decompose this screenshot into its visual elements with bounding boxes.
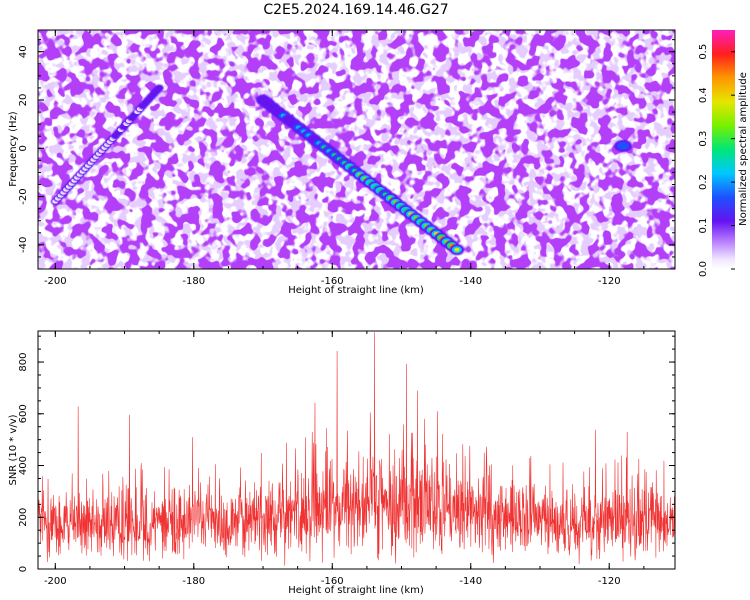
colorbar-ticks: 0.0 0.1 0.2 0.3 0.4 0.5	[698, 44, 735, 277]
x-tick-label: -120	[598, 576, 621, 587]
snr-y-ticks: 0 200 400 600 800	[18, 335, 675, 572]
snr-x-label: Height of straight line (km)	[288, 585, 424, 596]
x-tick-label: -120	[598, 276, 621, 287]
colorbar-tick-label: 0.4	[698, 87, 709, 103]
colorbar-tick-label: 0.0	[698, 261, 709, 277]
x-tick-label: -180	[182, 576, 205, 587]
heatmap-feature-core	[454, 247, 460, 252]
colorbar-tick-label: 0.2	[698, 174, 709, 190]
colorbar-gradient	[712, 30, 735, 269]
heatmap-x-ticks: -200 -180 -160 -140 -120	[44, 30, 645, 287]
heatmap-y-label: Frequency (Hz)	[8, 111, 19, 187]
y-tick-label: 40	[18, 45, 29, 58]
y-tick-label: 0	[18, 566, 29, 572]
y-tick-label: 200	[18, 508, 29, 527]
y-tick-label: 600	[18, 404, 29, 423]
heatmap-panel: -200 -180 -160 -140 -120 40 20 0 -20 -40 Height …	[8, 29, 676, 296]
heatmap-x-label: Height of straight line (km)	[288, 285, 424, 296]
colorbar-label: Normalized spectral amplitude	[738, 72, 749, 226]
y-tick-label: -20	[18, 188, 29, 204]
snr-x-ticks: -200 -180 -160 -140 -120	[44, 331, 645, 587]
heatmap-feature-body	[156, 85, 163, 91]
x-tick-label: -200	[44, 276, 67, 287]
heatmap-noise	[38, 30, 675, 269]
colorbar-tick-label: 0.1	[698, 218, 709, 234]
x-tick-label: -140	[459, 576, 482, 587]
y-tick-label: -40	[18, 237, 29, 253]
y-tick-label: 800	[18, 352, 29, 371]
heatmap-features	[50, 84, 633, 256]
x-tick-label: -200	[44, 576, 67, 587]
snr-series-line	[38, 332, 675, 566]
colorbar: 0.0 0.1 0.2 0.3 0.4 0.5 Normalized spectral a…	[698, 30, 749, 277]
y-tick-label: 0	[18, 145, 29, 151]
heatmap-spot-core	[617, 141, 630, 150]
snr-panel: -200 -180 -160 -140 -120 0 200 400 600 800 Heigh…	[8, 330, 676, 596]
x-tick-label: -160	[321, 576, 344, 587]
chart-title: C2E5.2024.169.14.46.G27	[263, 2, 448, 18]
colorbar-tick-label: 0.5	[698, 44, 709, 60]
x-tick-label: -180	[182, 276, 205, 287]
heatmap-frame	[37, 29, 676, 270]
colorbar-tick-label: 0.3	[698, 131, 709, 147]
y-tick-label: 20	[18, 94, 29, 107]
y-tick-label: 400	[18, 456, 29, 475]
snr-y-label: SNR (10 * v/v)	[8, 414, 19, 485]
x-tick-label: -140	[459, 276, 482, 287]
heatmap-y-ticks: 40 20 0 -20 -40	[18, 39, 675, 270]
x-tick-label: -160	[321, 276, 344, 287]
snr-frame	[37, 330, 676, 570]
